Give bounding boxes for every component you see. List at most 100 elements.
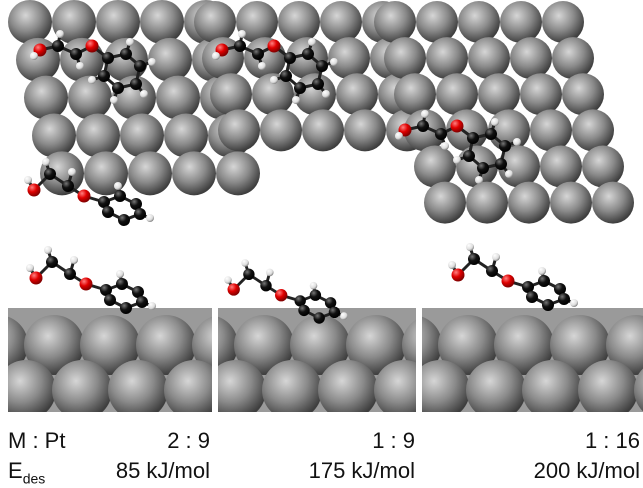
atom (104, 294, 116, 306)
atom (148, 302, 156, 310)
atom (421, 110, 429, 118)
atom (316, 60, 328, 72)
atom (136, 296, 148, 308)
atom (146, 214, 154, 222)
atom (120, 48, 132, 60)
atom (491, 118, 499, 126)
atom (322, 90, 330, 98)
atom (76, 62, 84, 70)
pt-atom (468, 37, 510, 79)
pt-atom (500, 1, 542, 43)
atom (112, 82, 124, 94)
pt-atom (218, 109, 260, 151)
pt-atom (8, 0, 52, 44)
pt-atom (540, 145, 582, 187)
energy-value: 85 kJ/mol (116, 458, 210, 484)
atom (451, 120, 464, 133)
atom (30, 272, 43, 285)
pt-atom (542, 1, 584, 43)
atom (238, 30, 246, 38)
pt-atom (32, 114, 76, 158)
atom (148, 58, 156, 66)
atom (134, 60, 146, 72)
atom (330, 58, 338, 66)
atom (120, 302, 132, 314)
ratio-label: M : Pt (8, 428, 65, 454)
atom (70, 48, 82, 60)
atom (558, 293, 570, 305)
atom (224, 276, 232, 284)
pt-atom (108, 360, 168, 420)
atom (110, 96, 118, 104)
atom (86, 40, 99, 53)
pt-atom (210, 73, 252, 115)
atom (477, 162, 489, 174)
atom (88, 76, 96, 84)
pt-atom (96, 0, 140, 44)
pt-atom (344, 109, 386, 151)
figure: M : Pt Edes 2 : 9 85 kJ/mol 1 : 9 175 kJ… (0, 0, 643, 488)
atom (46, 256, 58, 268)
atom (310, 282, 318, 290)
atom (258, 62, 266, 70)
atom (30, 52, 38, 60)
pt-atom (52, 360, 112, 420)
atom (542, 299, 554, 311)
atom (312, 78, 324, 90)
atom (294, 82, 306, 94)
atom (302, 48, 314, 60)
atom (42, 158, 50, 166)
energy-subscript: des (23, 470, 46, 486)
pt-atom (510, 37, 552, 79)
atom (70, 256, 78, 264)
pt-atom (24, 76, 68, 120)
atom (492, 253, 500, 261)
atom (417, 120, 429, 132)
pt-atom (140, 0, 184, 44)
atom (114, 190, 126, 202)
pt-atom (562, 73, 604, 115)
pt-atom (374, 1, 416, 43)
pt-atom (156, 76, 200, 120)
atom (64, 268, 76, 280)
atom (284, 52, 296, 64)
atom (260, 280, 271, 291)
pt-atom (478, 73, 520, 115)
ratio-value: 1 : 9 (372, 428, 415, 454)
pt-atom (260, 109, 302, 151)
atom (28, 184, 41, 197)
pt-atom (164, 114, 208, 158)
atom (513, 138, 521, 146)
atom (495, 158, 507, 170)
pt-atom (320, 1, 362, 43)
pt-atom (194, 1, 236, 43)
energy-value: 175 kJ/mol (309, 458, 415, 484)
pt-atom (436, 73, 478, 115)
pt-atom (84, 151, 128, 195)
atom (212, 52, 220, 60)
atom (466, 243, 474, 251)
pt-atom (458, 1, 500, 43)
atom (44, 168, 56, 180)
atom (499, 140, 511, 152)
atom (505, 170, 513, 178)
atom (441, 142, 449, 150)
surface-side (382, 315, 643, 420)
atom (118, 214, 130, 226)
atom (114, 182, 122, 190)
pt-atom (572, 109, 614, 151)
pt-atom (552, 37, 594, 79)
atom (270, 76, 278, 84)
atom (453, 156, 461, 164)
atom (485, 128, 497, 140)
pt-atom (416, 1, 458, 43)
pt-atom (206, 360, 266, 420)
pt-atom (336, 73, 378, 115)
energy-label: Edes (8, 458, 45, 486)
pt-atom (384, 37, 426, 79)
atom (329, 307, 340, 318)
atom (252, 48, 264, 60)
atom (26, 264, 34, 272)
atom (570, 299, 578, 307)
atom (463, 150, 475, 162)
